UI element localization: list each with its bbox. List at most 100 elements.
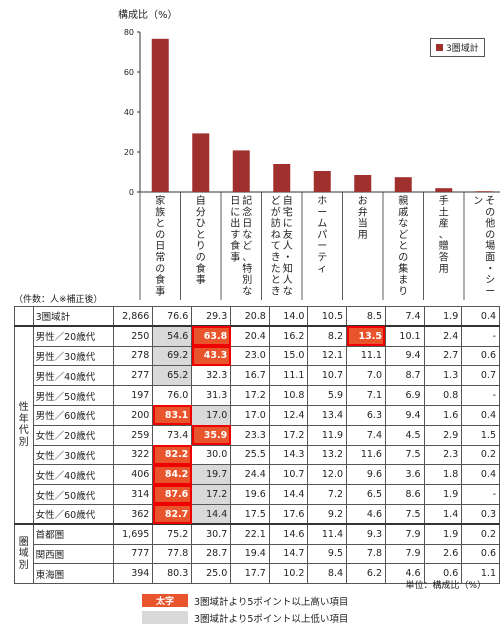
cell-value: - <box>461 385 500 406</box>
cell-value: 6.9 <box>384 385 425 406</box>
table-caption: （件数：人※補正後） <box>14 295 103 305</box>
svg-text:親戚などとの集まり: 親戚などとの集まり <box>398 194 408 297</box>
cell-value: 8.4 <box>307 563 348 585</box>
cell-value: 77.8 <box>152 543 193 565</box>
cell-value: 15.0 <box>268 345 309 367</box>
cell-value: 17.6 <box>268 503 309 525</box>
cell-value: 17.0 <box>230 404 270 426</box>
table-row-total: 3圏域計 2,866 76.6 29.3 20.8 14.0 10.5 8.5 7.4 1.9 0.… <box>14 306 500 328</box>
cell-value: 12.1 <box>307 345 348 367</box>
row-count: 2,866 <box>113 306 154 328</box>
table-row: 女性／50歳代 314 87.6 17.2 19.6 14.4 7.2 6.5 8.6 1.9- <box>15 484 500 505</box>
cell-value: 2.7 <box>423 345 463 367</box>
cell-value: 19.4 <box>230 543 270 565</box>
legend-swatch <box>436 44 443 51</box>
bar <box>192 133 210 192</box>
cell-value: 8.2 <box>307 325 348 347</box>
cell-value: 25.0 <box>191 563 232 585</box>
row-label: 東海圏 <box>32 563 115 585</box>
cell-value: 9.4 <box>384 345 425 367</box>
key-high-row: 太字 3圏域計より5ポイント以上高い項目 <box>142 592 348 609</box>
cell-value: 5.9 <box>307 385 348 406</box>
svg-text:記念日など、特別な: 記念日など、特別な <box>242 194 252 297</box>
cell-value: 16.7 <box>230 365 270 387</box>
cell-value: 43.3 <box>191 345 232 367</box>
table-row: 男性／40歳代 277 65.2 32.3 16.7 11.1 10.7 7.0 8.7 1.3 0… <box>15 365 500 387</box>
cell-value: 1.9 <box>423 306 463 328</box>
svg-text:自分ひとりの食事: 自分ひとりの食事 <box>196 194 206 286</box>
row-count: 200 <box>113 404 154 426</box>
cell-value: 0.7 <box>461 365 500 387</box>
row-label: 関西圏 <box>32 543 115 565</box>
cell-value: 10.7 <box>307 365 348 387</box>
cell-value: 7.1 <box>346 385 386 406</box>
cell-value: 13.5 <box>346 325 386 347</box>
cell-value: 10.5 <box>307 306 348 328</box>
y-tick-label: 60 <box>124 68 134 77</box>
row-label: 男性／20歳代 <box>32 325 115 347</box>
row-count: 197 <box>113 385 154 406</box>
cell-value: 4.6 <box>346 503 386 525</box>
cell-value: 14.0 <box>268 306 309 328</box>
cell-value: 10.2 <box>268 563 309 585</box>
cell-value: 0.4 <box>461 464 500 486</box>
cell-value: 8.7 <box>384 365 425 387</box>
cell-value: 0.8 <box>423 385 463 406</box>
cell-value: 19.7 <box>191 464 232 486</box>
y-axis-unit: 構成比（%） <box>118 10 178 21</box>
cell-value: 13.4 <box>307 404 348 426</box>
cell-value: 84.2 <box>152 464 193 486</box>
cell-value: 0.6 <box>461 543 500 565</box>
cell-value: 31.3 <box>191 385 232 406</box>
cell-value: 7.9 <box>384 523 425 545</box>
chart-legend: 3圏域計 <box>430 38 485 57</box>
x-tick-label: 親戚などとの集まり <box>398 194 408 297</box>
cell-value: 6.2 <box>346 563 386 585</box>
cell-value: 12.4 <box>268 404 309 426</box>
row-label: 女性／30歳代 <box>32 444 115 466</box>
y-tick-label: 20 <box>124 148 134 157</box>
cell-value: 4.5 <box>384 424 425 446</box>
row-count: 394 <box>113 563 154 585</box>
cell-value: 7.5 <box>384 444 425 466</box>
cell-value: 7.4 <box>384 306 425 328</box>
cell-value: 23.0 <box>230 345 270 367</box>
cell-value: 35.9 <box>191 424 232 446</box>
cell-value: 1.6 <box>423 404 463 426</box>
row-count: 322 <box>113 444 154 466</box>
cell-value: 2.3 <box>423 444 463 466</box>
cell-value: 30.0 <box>191 444 232 466</box>
cell-value: 17.2 <box>191 484 232 505</box>
cell-value: 7.9 <box>384 543 425 565</box>
cell-value: 19.6 <box>230 484 270 505</box>
row-count: 259 <box>113 424 154 446</box>
cell-value: 17.0 <box>191 404 232 426</box>
cell-value: 0.2 <box>461 444 500 466</box>
row-label: 女性／60歳代 <box>32 503 115 525</box>
x-tick-label: お弁当用 <box>358 195 368 241</box>
row-label: 男性／50歳代 <box>32 385 115 406</box>
cell-value: 1.3 <box>423 365 463 387</box>
table-row: 東海圏 394 80.3 25.0 17.7 10.2 8.4 6.2 4.6 0.6 1.1 <box>15 563 500 585</box>
svg-text:手土産、贈答用: 手土産、贈答用 <box>439 194 449 275</box>
cell-value: 25.5 <box>230 444 270 466</box>
cell-value: 82.2 <box>152 444 193 466</box>
row-label: 男性／40歳代 <box>32 365 115 387</box>
cell-value: 20.8 <box>230 306 270 328</box>
cell-value: 24.4 <box>230 464 270 486</box>
cell-value: 1.8 <box>423 464 463 486</box>
cell-value: 54.6 <box>152 325 193 347</box>
bar <box>313 171 331 192</box>
cell-value: 2.9 <box>423 424 463 446</box>
row-label: 男性／30歳代 <box>32 345 115 367</box>
table-row: 男性／30歳代 278 69.2 43.3 23.0 15.0 12.1 11.1 9.4 2.7… <box>15 345 500 367</box>
row-count: 277 <box>113 365 154 387</box>
table-row: 女性／40歳代 406 84.2 19.7 24.4 10.7 12.0 9.6 3.6 1.8 0… <box>15 464 500 486</box>
cell-value: - <box>461 325 500 347</box>
cell-value: 0.4 <box>461 404 500 426</box>
cell-value: 11.4 <box>307 523 348 545</box>
cell-value: 76.0 <box>152 385 193 406</box>
cell-value: 29.3 <box>191 306 232 328</box>
y-tick-label: 0 <box>129 188 134 197</box>
